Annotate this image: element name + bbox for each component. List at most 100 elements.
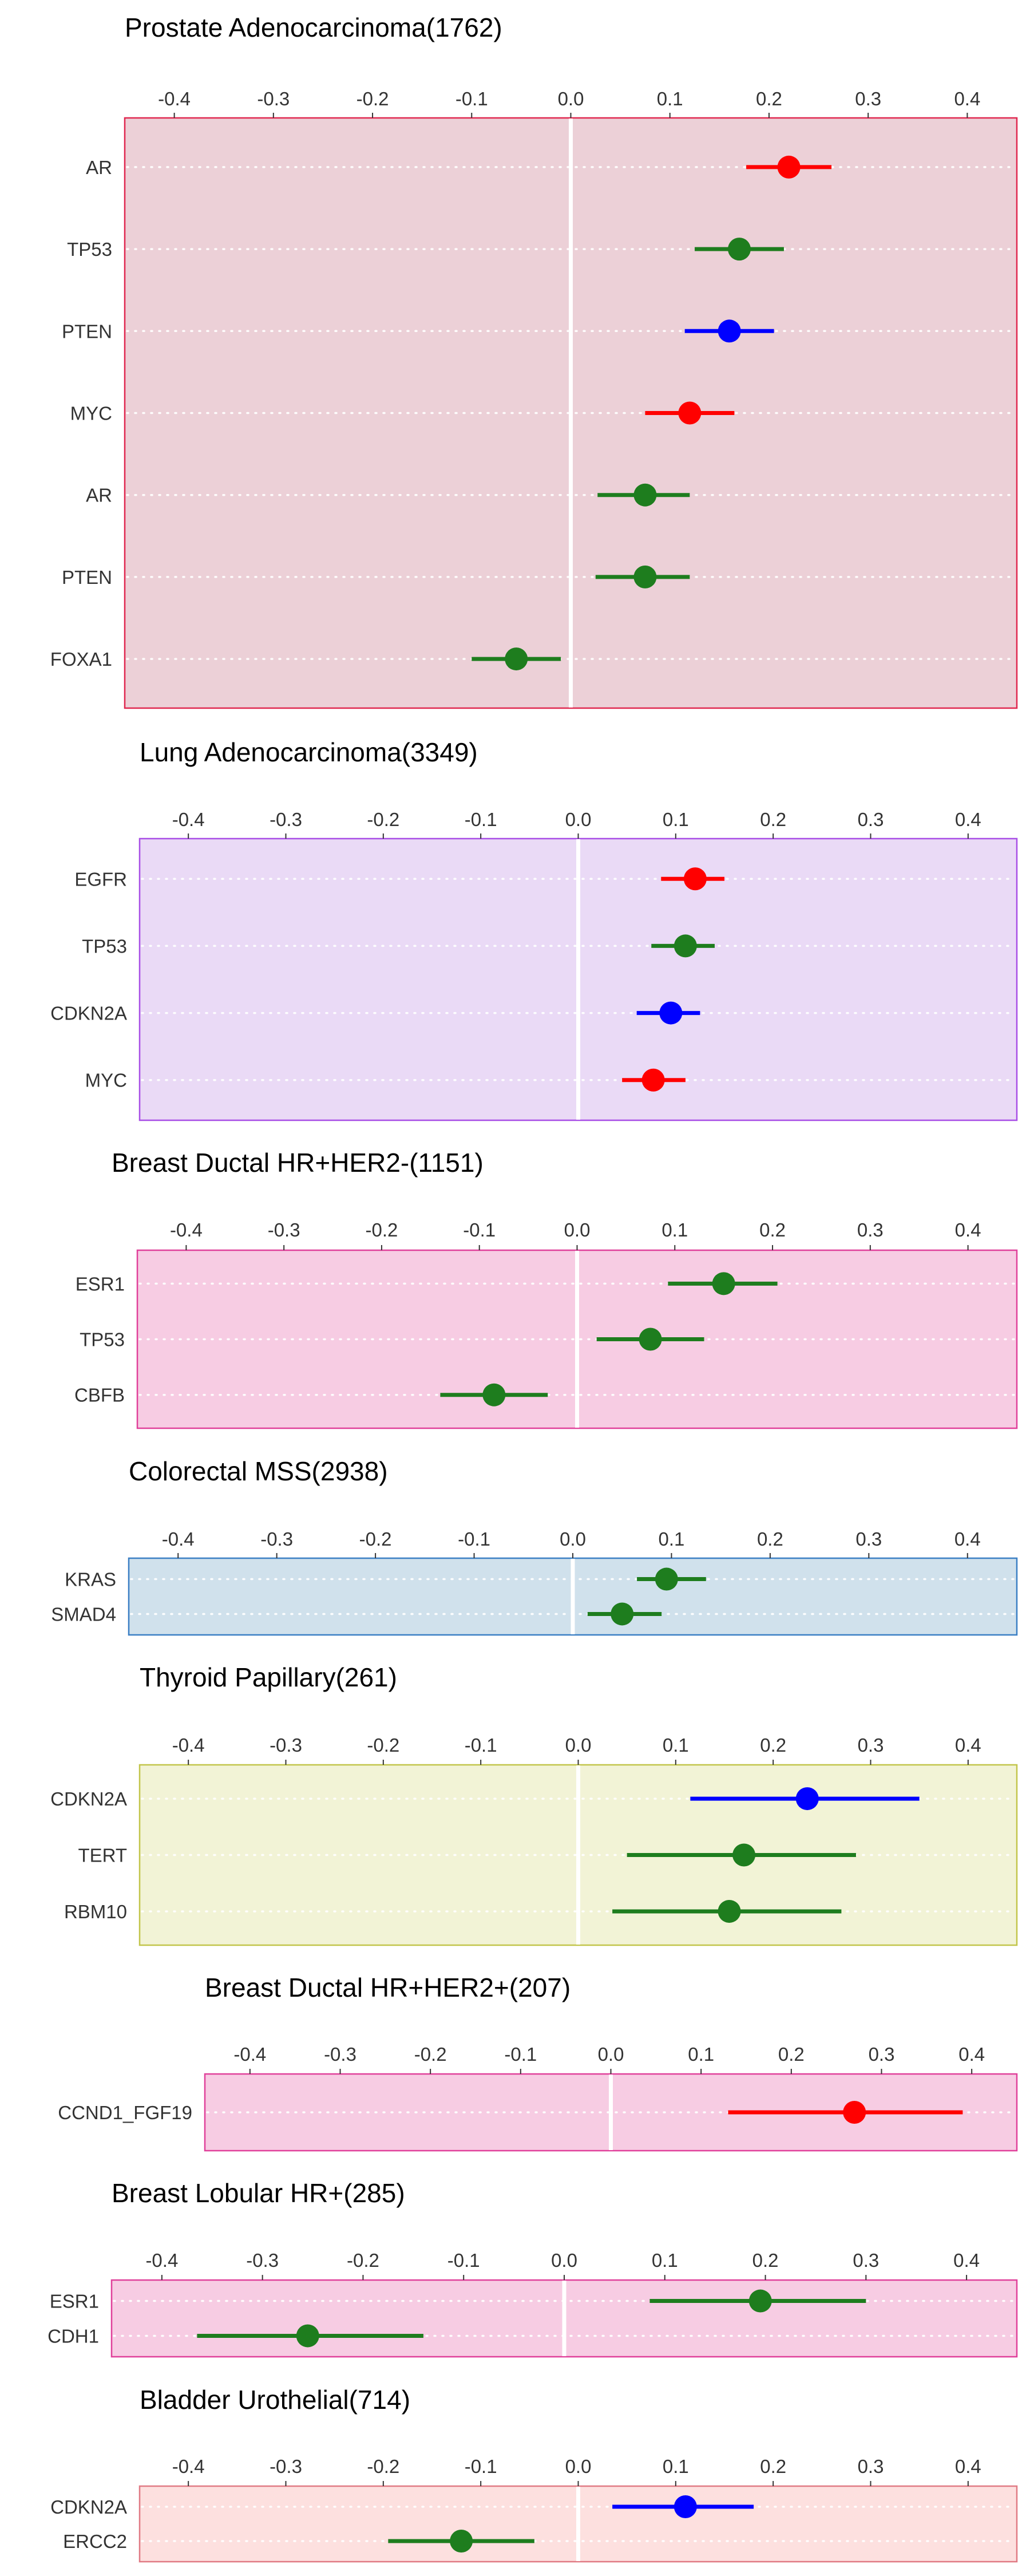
- x-tick-label: -0.1: [447, 2250, 480, 2271]
- gene-label: CDKN2A: [50, 1003, 127, 1024]
- panel-2: Lung Adenocarcinoma(3349) -0.4 -0.3 -0.2 -0.…: [50, 737, 1018, 1121]
- x-tick-label: -0.1: [465, 809, 497, 830]
- estimate-point: [718, 319, 741, 343]
- estimate-point: [843, 2101, 866, 2124]
- gene-label: MYC: [85, 1070, 127, 1091]
- x-tick-label: -0.4: [172, 2456, 205, 2477]
- x-tick-label: 0.3: [855, 88, 881, 109]
- estimate-point: [505, 647, 528, 671]
- x-tick-label: 0.4: [953, 2250, 980, 2271]
- gene-label: CBFB: [74, 1385, 125, 1406]
- x-tick-label: -0.4: [170, 1219, 203, 1240]
- panel-6: Breast Ductal HR+HER2+(207) -0.4 -0.3 -0.2 -…: [58, 1973, 1018, 2152]
- x-tick-label: -0.1: [463, 1219, 496, 1240]
- x-tick-label: 0.1: [663, 2456, 689, 2477]
- estimate-point: [641, 1068, 665, 1092]
- x-tick-label: -0.2: [366, 1219, 398, 1240]
- estimate-point: [296, 2324, 319, 2348]
- x-tick-label: 0.3: [857, 1219, 884, 1240]
- estimate-point: [727, 238, 751, 261]
- estimate-point: [633, 483, 657, 507]
- x-tick-label: 0.0: [560, 1528, 586, 1550]
- gene-label: ESR1: [50, 2291, 99, 2312]
- x-tick-label: 0.4: [955, 1219, 981, 1240]
- x-tick-label: 0.4: [955, 2456, 981, 2477]
- x-tick-label: 0.2: [756, 88, 782, 109]
- x-tick-label: 0.3: [853, 2250, 879, 2271]
- x-tick-label: -0.1: [465, 1735, 497, 1756]
- x-tick-label: -0.3: [246, 2250, 279, 2271]
- x-tick-label: 0.1: [688, 2044, 714, 2065]
- x-tick-label: -0.2: [347, 2250, 379, 2271]
- x-tick-label: 0.1: [663, 809, 689, 830]
- x-tick-label: 0.4: [955, 809, 981, 830]
- x-tick-label: 0.2: [752, 2250, 779, 2271]
- x-tick-label: -0.4: [172, 809, 205, 830]
- x-tick-label: 0.1: [657, 88, 683, 109]
- x-tick-label: 0.2: [757, 1528, 783, 1550]
- panel-8: Bladder Urothelial(714) -0.4 -0.3 -0.2 -0.1 0…: [50, 2385, 1018, 2563]
- gene-label: FOXA1: [50, 649, 112, 670]
- x-tick-label: -0.2: [367, 1735, 399, 1756]
- panel-4: Colorectal MSS(2938) -0.4 -0.3 -0.2 -0.1 0.0 0…: [51, 1456, 1018, 1636]
- x-tick-label: -0.2: [359, 1528, 392, 1550]
- x-tick-label: 0.4: [954, 88, 980, 109]
- x-tick-label: 0.1: [661, 1219, 688, 1240]
- gene-label: SMAD4: [51, 1603, 116, 1625]
- panel-title: Breast Ductal HR+HER2+(207): [205, 1973, 571, 2002]
- x-tick-label: -0.1: [465, 2456, 497, 2477]
- x-tick-label: -0.3: [270, 809, 302, 830]
- estimate-point: [748, 2289, 772, 2313]
- x-tick-label: 0.3: [858, 809, 884, 830]
- gene-label: CDKN2A: [50, 1788, 127, 1809]
- estimate-point: [611, 1602, 634, 1626]
- gene-label: EGFR: [74, 868, 127, 890]
- x-tick-label: -0.4: [162, 1528, 195, 1550]
- x-tick-label: 0.1: [652, 2250, 678, 2271]
- x-tick-label: -0.3: [324, 2044, 356, 2065]
- x-tick-label: 0.3: [858, 1735, 884, 1756]
- panel-5: Thyroid Papillary(261) -0.4 -0.3 -0.2 -0.1 0.…: [50, 1662, 1018, 1946]
- gene-label: CCND1_FGF19: [58, 2102, 192, 2123]
- x-tick-label: 0.0: [565, 2456, 592, 2477]
- estimate-point: [450, 2530, 473, 2553]
- panel-1: Prostate Adenocarcinoma(1762) -0.4 -0.3 -0.…: [50, 13, 1018, 709]
- x-tick-label: 0.2: [760, 2456, 786, 2477]
- gene-label: ERCC2: [63, 2531, 127, 2552]
- x-tick-label: -0.1: [455, 88, 488, 109]
- gene-label: KRAS: [65, 1569, 116, 1590]
- x-tick-label: -0.4: [145, 2250, 178, 2271]
- estimate-point: [683, 867, 707, 891]
- gene-label: RBM10: [64, 1901, 127, 1922]
- gene-label: TERT: [78, 1845, 127, 1866]
- gene-label: CDKN2A: [50, 2496, 127, 2518]
- estimate-point: [732, 1843, 756, 1867]
- x-tick-label: 0.0: [565, 1735, 592, 1756]
- x-tick-label: 0.4: [958, 2044, 985, 2065]
- gene-label: TP53: [80, 1329, 125, 1350]
- gene-label: AR: [86, 485, 112, 506]
- x-tick-label: -0.3: [270, 1735, 302, 1756]
- gene-label: PTEN: [62, 567, 112, 588]
- x-tick-label: -0.3: [268, 1219, 300, 1240]
- x-tick-label: -0.3: [257, 88, 290, 109]
- x-tick-label: 0.0: [551, 2250, 577, 2271]
- panel-title: Breast Ductal HR+HER2-(1151): [112, 1148, 484, 1178]
- estimate-point: [795, 1787, 819, 1811]
- panel-title: Bladder Urothelial(714): [140, 2385, 410, 2415]
- estimate-point: [777, 155, 801, 179]
- gene-label: CDH1: [47, 2325, 99, 2346]
- x-tick-label: -0.3: [270, 2456, 302, 2477]
- panel-3: Breast Ductal HR+HER2-(1151) -0.4 -0.3 -0.2…: [74, 1148, 1018, 1429]
- x-tick-label: 0.0: [558, 88, 584, 109]
- x-tick-label: 0.2: [778, 2044, 805, 2065]
- panel-7: Breast Lobular HR+(285) -0.4 -0.3 -0.2 -0.1 0…: [47, 2178, 1018, 2358]
- estimate-point: [718, 1899, 741, 1923]
- x-tick-label: 0.4: [955, 1735, 981, 1756]
- gene-label: TP53: [67, 239, 112, 260]
- x-tick-label: -0.4: [158, 88, 191, 109]
- x-tick-label: 0.3: [858, 2456, 884, 2477]
- x-tick-label: 0.0: [565, 809, 592, 830]
- gene-label: AR: [86, 157, 112, 178]
- x-tick-label: 0.3: [869, 2044, 895, 2065]
